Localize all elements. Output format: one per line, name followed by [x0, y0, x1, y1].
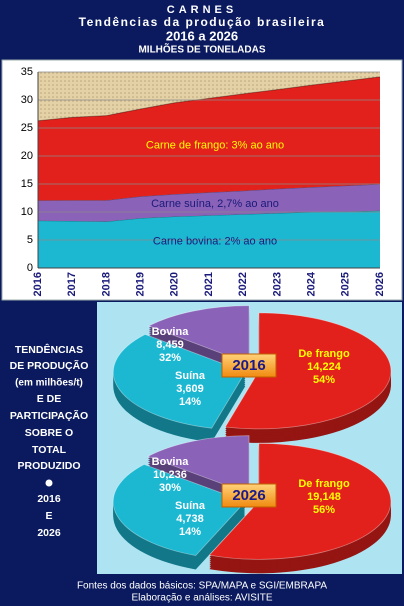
year-box: [221, 353, 277, 378]
header-subtitle: Tendências da produção brasileira: [79, 15, 326, 29]
y-tick-label: 35: [21, 66, 33, 78]
annotation: Carne de frango: 3% ao ano: [146, 139, 284, 151]
header-title: CARNES: [167, 4, 237, 16]
slice-value: 4,738: [176, 513, 204, 525]
y-tick-label: 5: [27, 234, 33, 246]
slice-value: 8,459: [156, 339, 184, 351]
slice-value: 3,609: [176, 383, 204, 395]
slice-name: Suína: [175, 500, 206, 512]
area: [38, 210, 380, 268]
header-unit: MILHÕES DE TONELADAS: [138, 43, 265, 56]
slice-value: 14,224: [307, 361, 342, 373]
side-text: TOTAL: [32, 444, 67, 456]
side-text: PARTICIPAÇÃO: [10, 409, 88, 422]
y-tick-label: 30: [21, 94, 33, 106]
annotation: Carne suína, 2,7% ao ano: [151, 198, 279, 210]
slice-name: De frango: [298, 478, 350, 490]
pie-slice: [147, 305, 250, 365]
slice-percent: 56%: [313, 504, 335, 516]
slice-percent: 14%: [179, 396, 201, 408]
side-text: TENDÊNCIAS: [15, 343, 83, 356]
pie-title: 2026: [232, 487, 265, 504]
side-text: DE PRODUÇÃO: [10, 359, 89, 372]
x-tick-label: 2017: [66, 272, 78, 296]
x-tick-label: 2024: [306, 271, 318, 296]
side-text: SOBRE O: [25, 427, 73, 439]
x-tick-label: 2018: [100, 272, 112, 296]
bullet: [45, 479, 53, 487]
side-text: 2026: [37, 527, 61, 539]
annotation: Carne bovina: 2% ao ano: [153, 236, 277, 248]
x-tick-label: 2019: [135, 272, 147, 296]
footer-credits: Elaboração e análises: AVISITE: [131, 593, 272, 604]
slice-name: Suína: [175, 370, 206, 382]
footer-sources: Fontes dos dados básicos: SPA/MAPA e SGI…: [77, 581, 327, 592]
x-tick-label: 2025: [340, 272, 352, 296]
area-edge: [37, 76, 381, 122]
slice-value: 10,236: [153, 469, 187, 481]
x-tick-label: 2026: [374, 272, 386, 296]
y-tick-label: 10: [21, 206, 33, 218]
pie-slice: [208, 442, 392, 560]
x-tick-label: 2021: [203, 272, 215, 296]
slice-name: Bovina: [152, 456, 190, 468]
x-tick-label: 2020: [169, 272, 181, 296]
x-tick-label: 2022: [237, 272, 249, 296]
x-tick-label: 2023: [271, 272, 283, 296]
slice-percent: 32%: [159, 352, 181, 364]
slice-percent: 54%: [313, 374, 335, 386]
pie-slice: [112, 333, 246, 429]
side-text: (em milhões/t): [15, 378, 83, 389]
area: [38, 76, 380, 201]
side-text: PRODUZIDO: [18, 460, 81, 472]
x-tick-label: 2016: [32, 272, 44, 296]
side-text: E DE: [37, 393, 62, 405]
header-period: 2016 a 2026: [166, 28, 238, 43]
slice-percent: 14%: [179, 526, 201, 538]
year-box: [221, 483, 277, 508]
pie-title: 2016: [232, 357, 265, 374]
slice-name: De frango: [298, 348, 350, 360]
pie-slice: [112, 463, 246, 556]
y-tick-label: 25: [21, 122, 33, 134]
pie-slice: [146, 435, 250, 495]
slice-name: Bovina: [152, 326, 190, 338]
side-text: E: [45, 510, 52, 522]
y-tick-label: 0: [27, 262, 33, 274]
side-text: 2016: [37, 493, 61, 505]
slice-percent: 30%: [159, 482, 181, 494]
y-tick-label: 20: [21, 150, 33, 162]
slice-value: 19,148: [307, 491, 341, 503]
y-tick-label: 15: [21, 178, 33, 190]
pie-slice: [224, 312, 392, 430]
